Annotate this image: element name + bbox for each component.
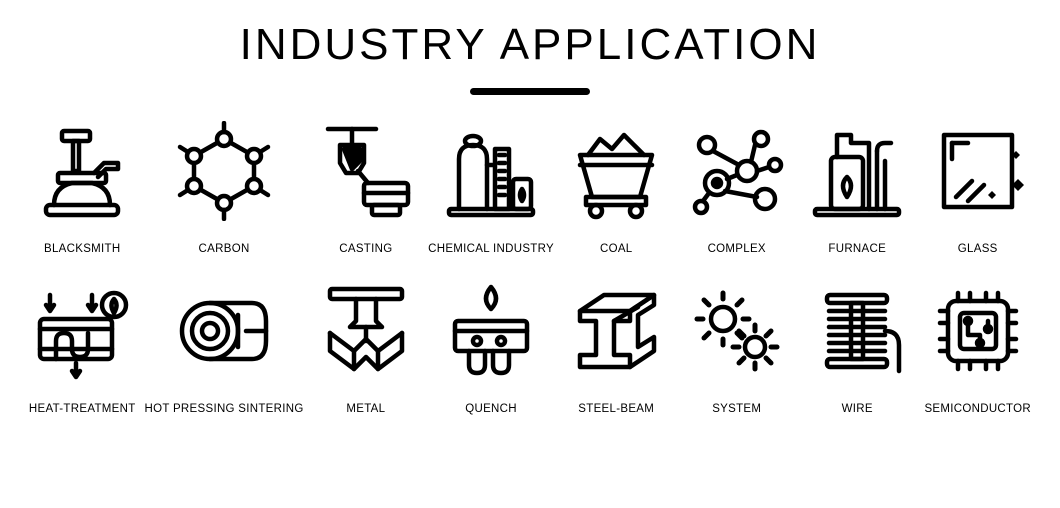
label-chemical: CHEMICAL INDUSTRY [428, 243, 554, 255]
casting-icon [312, 117, 420, 225]
blacksmith-icon [28, 117, 136, 225]
label-quench: QUENCH [465, 403, 517, 415]
carbon-icon [170, 117, 278, 225]
quench-icon [437, 277, 545, 385]
chemical-industry-icon [437, 117, 545, 225]
cell-complex: COMPLEX [678, 117, 795, 255]
label-glass: GLASS [958, 243, 998, 255]
steel-beam-icon [562, 277, 670, 385]
system-icon [683, 277, 791, 385]
page-title: INDUSTRY APPLICATION [0, 20, 1060, 70]
hot-pressing-sintering-icon [170, 277, 278, 385]
cell-furnace: FURNACE [799, 117, 916, 255]
complex-icon [683, 117, 791, 225]
cell-carbon: CARBON [145, 117, 304, 255]
cell-system: SYSTEM [678, 277, 795, 415]
label-steel-beam: STEEL-BEAM [578, 403, 654, 415]
label-complex: COMPLEX [708, 243, 766, 255]
cell-glass: GLASS [919, 117, 1036, 255]
cell-steel-beam: STEEL-BEAM [558, 277, 675, 415]
heat-treatment-icon [28, 277, 136, 385]
metal-icon [312, 277, 420, 385]
label-hot-pressing: HOT PRESSING SINTERING [145, 403, 304, 415]
label-heat-treatment: HEAT-TREATMENT [29, 403, 136, 415]
cell-blacksmith: BLACKSMITH [24, 117, 141, 255]
label-furnace: FURNACE [828, 243, 886, 255]
cell-coal: COAL [558, 117, 675, 255]
glass-icon [924, 117, 1032, 225]
cell-casting: CASTING [308, 117, 425, 255]
label-blacksmith: BLACKSMITH [44, 243, 121, 255]
cell-hot-pressing: HOT PRESSING SINTERING [145, 277, 304, 415]
cell-wire: WIRE [799, 277, 916, 415]
cell-quench: QUENCH [428, 277, 554, 415]
coal-icon [562, 117, 670, 225]
furnace-icon [803, 117, 911, 225]
cell-chemical: CHEMICAL INDUSTRY [428, 117, 554, 255]
semiconductor-icon [924, 277, 1032, 385]
label-wire: WIRE [842, 403, 873, 415]
wire-icon [803, 277, 911, 385]
label-metal: METAL [346, 403, 385, 415]
title-underline [470, 88, 590, 95]
label-casting: CASTING [339, 243, 392, 255]
cell-metal: METAL [308, 277, 425, 415]
label-coal: COAL [600, 243, 633, 255]
cell-semiconductor: SEMICONDUCTOR [919, 277, 1036, 415]
icon-grid: BLACKSMITH [0, 117, 1060, 415]
label-carbon: CARBON [199, 243, 250, 255]
label-system: SYSTEM [712, 403, 761, 415]
label-semiconductor: SEMICONDUCTOR [924, 403, 1031, 415]
infographic-root: INDUSTRY APPLICATION BLACKSMITH [0, 0, 1060, 508]
cell-heat-treatment: HEAT-TREATMENT [24, 277, 141, 415]
